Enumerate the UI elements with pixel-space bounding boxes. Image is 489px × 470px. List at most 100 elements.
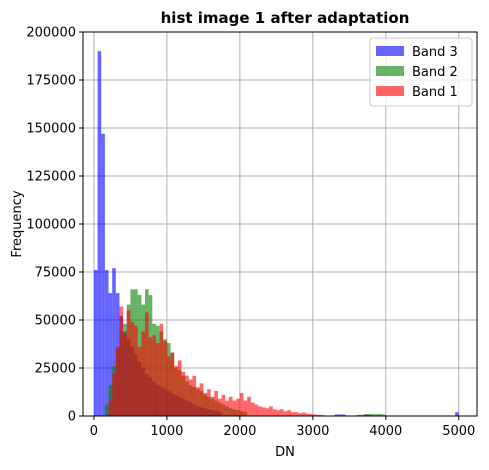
histogram-bar <box>309 414 313 416</box>
histogram-bar <box>334 414 339 416</box>
histogram-bar <box>170 352 175 416</box>
histogram-bars <box>93 51 459 416</box>
y-axis-ticks: 0 25000 50000 75000 100000 125000 150000 175000… <box>26 26 83 425</box>
x-tick-label: 4000 <box>369 424 402 439</box>
x-tick-label: 1000 <box>150 424 183 439</box>
x-axis-ticks: 0 1000 2000 3000 4000 5000 <box>90 416 475 439</box>
y-tick-label: 25000 <box>35 362 76 377</box>
histogram-bar <box>112 373 116 416</box>
histogram-bar <box>207 389 211 416</box>
histogram-bar <box>243 400 248 416</box>
histogram-bar <box>181 371 186 416</box>
histogram-bar <box>455 412 459 416</box>
histogram-bar <box>108 400 113 416</box>
histogram-bar <box>261 407 266 416</box>
histogram-bar <box>104 270 109 416</box>
histogram-bar <box>141 331 146 416</box>
histogram-bar <box>305 413 310 416</box>
histogram-bar <box>203 392 208 416</box>
histogram-bar <box>280 409 284 416</box>
y-tick-label: 0 <box>68 410 76 425</box>
series-band-1 <box>108 306 372 416</box>
histogram-bar <box>239 392 244 416</box>
histogram-bar <box>272 409 277 416</box>
histogram-bar <box>214 391 218 416</box>
histogram-bar <box>217 398 222 416</box>
histogram-bar <box>283 411 288 416</box>
y-tick-label: 100000 <box>26 218 76 233</box>
histogram-bar <box>166 356 171 416</box>
histogram-bar <box>276 410 280 416</box>
histogram-bar <box>192 375 197 416</box>
y-tick-label: 175000 <box>26 74 76 89</box>
histogram-bar <box>115 346 120 416</box>
y-axis-label: Frequency <box>10 190 25 257</box>
legend-label: Band 2 <box>412 65 458 80</box>
y-tick-label: 200000 <box>26 26 76 41</box>
histogram-bar <box>316 414 321 416</box>
histogram-bar <box>371 414 375 416</box>
histogram-bar <box>188 379 193 416</box>
histogram-bar <box>360 414 364 416</box>
legend-swatch <box>376 86 404 96</box>
histogram-bar <box>199 383 204 416</box>
y-tick-label: 150000 <box>26 122 76 137</box>
histogram-bar <box>269 406 273 416</box>
histogram-bar <box>174 366 178 416</box>
histogram-bar <box>254 404 259 416</box>
histogram-bar <box>250 402 255 416</box>
histogram-bar <box>225 400 229 416</box>
histogram-bar <box>152 335 156 416</box>
legend: Band 3 Band 2 Band 1 <box>369 37 473 107</box>
histogram-bar <box>301 412 306 416</box>
histogram-bar <box>112 268 116 416</box>
histogram-bar <box>374 414 379 416</box>
chart-title: hist image 1 after adaptation <box>161 9 410 27</box>
histogram-bar <box>163 341 167 416</box>
histogram-bar <box>356 414 361 416</box>
legend-swatch <box>376 46 404 56</box>
histogram-bar <box>258 406 262 416</box>
x-tick-label: 5000 <box>442 424 475 439</box>
histogram-bar <box>104 404 109 416</box>
histogram-bar <box>108 293 113 416</box>
histogram-bar <box>298 413 302 416</box>
histogram-bar <box>137 346 142 416</box>
legend-label: Band 3 <box>412 45 458 60</box>
histogram-bar <box>378 414 383 416</box>
x-tick-label: 2000 <box>223 424 256 439</box>
histogram-bar <box>290 412 295 416</box>
y-tick-label: 50000 <box>35 314 76 329</box>
histogram-bar <box>119 306 124 416</box>
histogram-bar <box>247 396 251 416</box>
histogram-bar <box>185 375 189 416</box>
histogram-bar <box>221 394 226 416</box>
histogram-bar <box>338 414 343 416</box>
histogram-bar <box>342 414 346 416</box>
histogram-bar <box>93 270 98 416</box>
x-tick-label: 0 <box>90 424 98 439</box>
histogram-bar <box>155 343 160 416</box>
histogram-bar <box>265 408 270 416</box>
y-tick-label: 75000 <box>35 266 76 281</box>
histogram-bar <box>363 414 368 416</box>
histogram-bar <box>367 414 372 416</box>
legend-swatch <box>376 66 404 76</box>
histogram-bar <box>312 414 317 416</box>
histogram-bar <box>130 321 135 416</box>
histogram-bar <box>159 323 164 416</box>
histogram-bar <box>287 410 291 416</box>
histogram-bar <box>148 337 153 416</box>
histogram-bar <box>123 333 127 416</box>
histogram-bar <box>126 310 131 416</box>
legend-label: Band 1 <box>412 85 458 100</box>
histogram-bar <box>101 133 105 416</box>
x-axis-label: DN <box>275 445 295 460</box>
histogram-bar <box>294 412 299 416</box>
histogram-bar <box>97 51 102 416</box>
histogram-bar <box>228 396 233 416</box>
histogram-bar <box>382 414 386 416</box>
histogram-bar <box>145 312 149 416</box>
x-tick-label: 3000 <box>296 424 329 439</box>
